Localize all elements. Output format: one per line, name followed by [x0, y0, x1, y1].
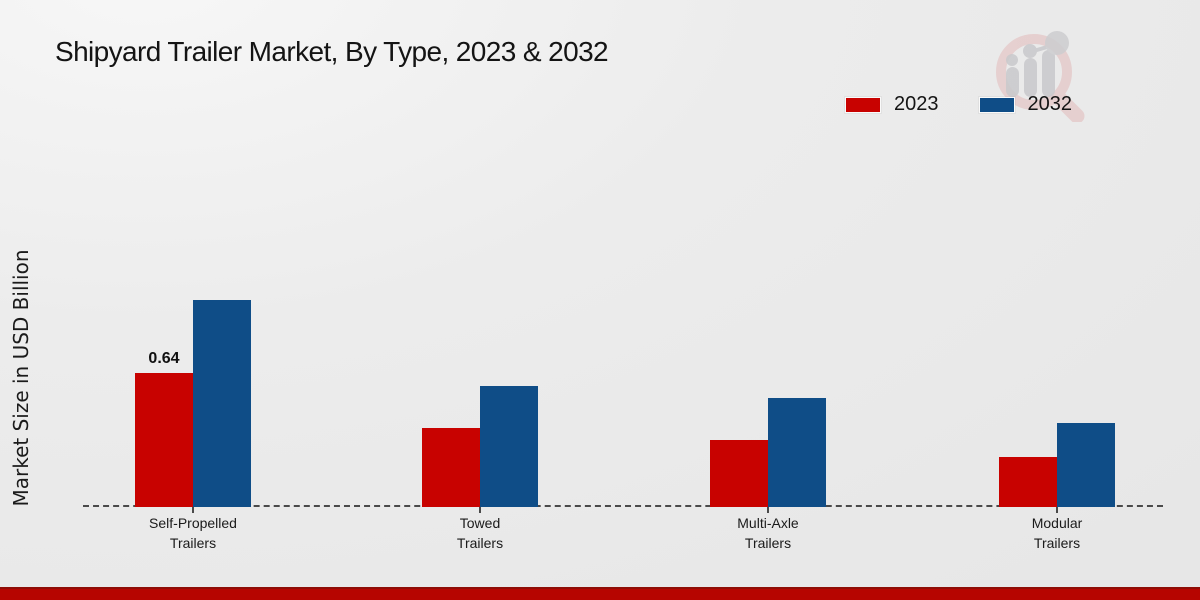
- bar-2032-cat2: [768, 398, 826, 507]
- x-axis-tick: [192, 507, 194, 513]
- x-axis-tick: [767, 507, 769, 513]
- legend-label-2023: 2023: [894, 93, 939, 115]
- bar-value-label: 0.64: [148, 350, 180, 367]
- chart-title: Shipyard Trailer Market, By Type, 2023 &…: [55, 36, 609, 67]
- legend-item-2032: 2032: [978, 93, 1073, 116]
- category-label: Towed Trailers: [456, 515, 504, 551]
- market-research-logo-icon: [996, 31, 1085, 122]
- category-label: Modular Trailers: [1031, 515, 1083, 551]
- bar-2023-cat0: [135, 373, 193, 507]
- bar-2023-cat2: [710, 440, 768, 507]
- x-axis-tick: [1056, 507, 1058, 513]
- bar-2023-cat1: [422, 428, 480, 507]
- bar-2032-cat0: [193, 300, 251, 507]
- category-label: Self-Propelled Trailers: [149, 515, 237, 551]
- legend-label-2032: 2032: [1027, 93, 1073, 115]
- legend-item-2023: 2023: [845, 93, 939, 116]
- bar-2032-cat3: [1057, 423, 1115, 507]
- bar-2023-cat3: [999, 457, 1057, 507]
- bar-2032-cat1: [480, 386, 538, 507]
- category-label: Multi-Axle Trailers: [737, 515, 799, 551]
- legend-swatch-2032: [978, 96, 1015, 113]
- x-axis-baseline: [83, 505, 1163, 507]
- legend: 2023 2032: [845, 93, 1072, 116]
- legend-swatch-2023: [845, 96, 881, 113]
- footer-accent-bar: [0, 587, 1200, 600]
- x-axis-tick: [479, 507, 481, 513]
